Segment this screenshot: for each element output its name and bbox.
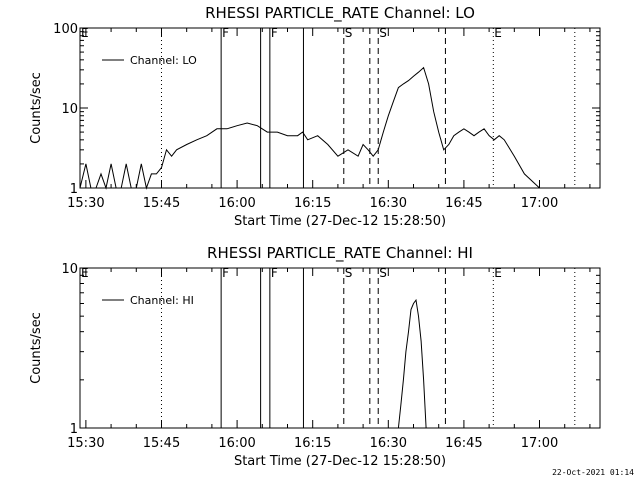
x-tick-label: 16:45 bbox=[445, 436, 482, 451]
y-tick-label: 10 bbox=[61, 102, 78, 117]
flag-label: S bbox=[345, 26, 353, 40]
flag-label: F bbox=[271, 26, 278, 40]
flag-label: S bbox=[379, 26, 387, 40]
plot-frame bbox=[79, 267, 601, 429]
x-tick-label: 16:00 bbox=[218, 436, 255, 451]
legend-label: Channel: HI bbox=[130, 294, 194, 307]
x-tick-label: 16:00 bbox=[218, 196, 255, 211]
chart-panel-2: RHESSI PARTICLE_RATE Channel: HI Counts/s… bbox=[29, 244, 601, 469]
x-tick-label: 17:00 bbox=[521, 436, 558, 451]
y-tick-label: 100 bbox=[53, 22, 78, 37]
x-tick-label: 15:45 bbox=[143, 196, 180, 211]
x-axis-label: Start Time (27-Dec-12 15:28:50) bbox=[234, 214, 446, 229]
x-tick-label: 16:15 bbox=[294, 436, 331, 451]
flag-label: S bbox=[379, 266, 387, 280]
series-line bbox=[79, 66, 590, 190]
x-tick-label: 15:30 bbox=[67, 196, 104, 211]
legend-label: Channel: LO bbox=[130, 54, 197, 67]
x-tick-label: 16:15 bbox=[294, 196, 331, 211]
chart-title: RHESSI PARTICLE_RATE Channel: LO bbox=[205, 4, 475, 23]
plot-frame bbox=[79, 27, 601, 189]
x-tick-label: 17:00 bbox=[521, 196, 558, 211]
x-tick-label: 15:45 bbox=[143, 436, 180, 451]
x-tick-label: 16:45 bbox=[445, 196, 482, 211]
flag-label: F bbox=[222, 26, 229, 40]
x-tick-label: 16:30 bbox=[370, 196, 407, 211]
chart-panel-1: RHESSI PARTICLE_RATE Channel: LO Counts/s… bbox=[29, 4, 601, 229]
y-tick-label: 10 bbox=[61, 262, 78, 277]
y-tick-label: 1 bbox=[70, 182, 78, 197]
chart-title: RHESSI PARTICLE_RATE Channel: HI bbox=[207, 244, 473, 263]
flag-label: E bbox=[494, 266, 502, 280]
footer-timestamp: 22-Oct-2021 01:14 bbox=[552, 468, 634, 477]
flag-label: F bbox=[222, 266, 229, 280]
flag-label: E bbox=[81, 26, 89, 40]
x-tick-label: 16:30 bbox=[370, 436, 407, 451]
y-axis-label: Counts/sec bbox=[29, 312, 44, 384]
flag-label: F bbox=[271, 266, 278, 280]
flag-label: E bbox=[81, 266, 89, 280]
series-line bbox=[397, 298, 427, 429]
x-axis-label: Start Time (27-Dec-12 15:28:50) bbox=[234, 454, 446, 469]
y-tick-label: 1 bbox=[70, 422, 78, 437]
x-tick-label: 15:30 bbox=[67, 436, 104, 451]
y-axis-label: Counts/sec bbox=[29, 72, 44, 144]
flag-label: S bbox=[345, 266, 353, 280]
flag-label: E bbox=[494, 26, 502, 40]
